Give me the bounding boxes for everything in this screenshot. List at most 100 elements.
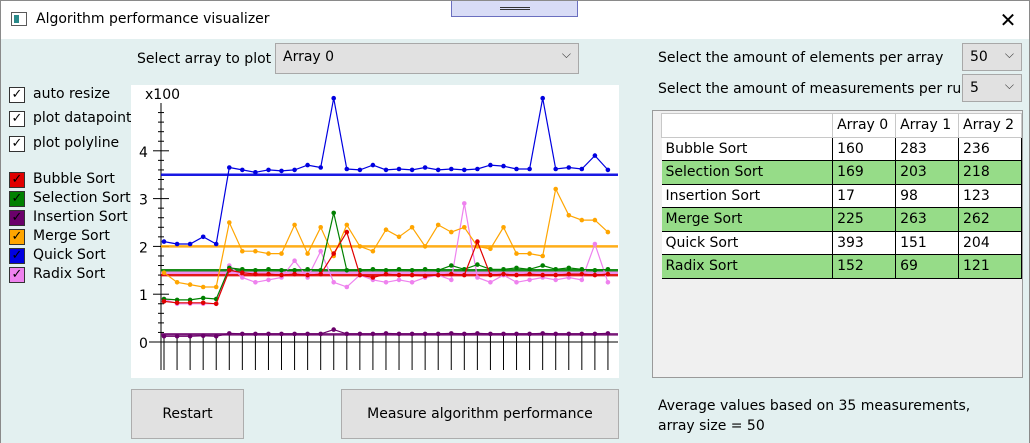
table-cell: 160 bbox=[832, 137, 897, 161]
array-select[interactable]: Array 0 ⌵ bbox=[275, 43, 579, 74]
data-point bbox=[396, 166, 402, 172]
table-row[interactable]: Bubble Sort 160 283 236 bbox=[661, 137, 1022, 161]
data-point bbox=[240, 331, 245, 337]
data-point bbox=[305, 331, 310, 337]
data-point bbox=[161, 270, 167, 275]
data-point bbox=[292, 331, 297, 337]
data-point bbox=[501, 271, 506, 277]
table-cell: 121 bbox=[958, 254, 1022, 279]
legend-label: Quick Sort bbox=[33, 247, 106, 263]
data-point bbox=[383, 227, 389, 232]
data-point bbox=[514, 265, 519, 271]
auto-resize-label: auto resize bbox=[33, 86, 111, 102]
data-point bbox=[605, 271, 611, 277]
data-point bbox=[527, 277, 532, 283]
data-point bbox=[174, 241, 180, 247]
data-point bbox=[553, 272, 558, 278]
data-point bbox=[514, 166, 519, 172]
data-point bbox=[566, 165, 572, 170]
data-point bbox=[266, 167, 271, 173]
data-point bbox=[344, 331, 350, 337]
legend-label: Radix Sort bbox=[33, 266, 106, 282]
select-array-label: Select array to plot bbox=[137, 51, 272, 67]
close-button[interactable]: ✕ bbox=[999, 8, 1017, 32]
data-point bbox=[253, 271, 258, 277]
data-point bbox=[409, 268, 415, 273]
data-point bbox=[318, 271, 323, 277]
data-point bbox=[305, 162, 310, 168]
data-point bbox=[279, 168, 284, 174]
data-point bbox=[540, 253, 545, 259]
table-cell: 152 bbox=[832, 254, 897, 279]
data-point bbox=[305, 251, 310, 256]
table-cell: Quick Sort bbox=[661, 231, 834, 255]
data-point bbox=[566, 331, 572, 337]
data-point bbox=[227, 165, 232, 170]
data-point bbox=[605, 331, 611, 336]
restart-button[interactable]: Restart bbox=[131, 389, 244, 439]
data-point bbox=[200, 333, 206, 339]
table-cell: 218 bbox=[958, 160, 1022, 185]
data-point bbox=[514, 272, 519, 278]
data-point bbox=[462, 267, 467, 272]
check-icon: ✓ bbox=[9, 191, 25, 207]
series-line bbox=[163, 203, 609, 305]
table-row[interactable]: Quick Sort 393 151 204 bbox=[661, 231, 1022, 255]
column-header[interactable]: Array 1 bbox=[895, 113, 960, 138]
data-point bbox=[200, 300, 206, 306]
data-point bbox=[161, 334, 167, 339]
data-point bbox=[187, 241, 193, 247]
table-row[interactable]: Radix Sort 152 69 121 bbox=[661, 254, 1022, 279]
data-point bbox=[488, 272, 493, 278]
measurements-select[interactable]: 5 ⌵ bbox=[962, 74, 1022, 102]
title-grip-handle[interactable] bbox=[451, 1, 578, 17]
data-point bbox=[253, 268, 258, 273]
data-point bbox=[279, 331, 284, 337]
data-point bbox=[318, 331, 323, 337]
multiplier-label: x100 bbox=[145, 87, 180, 103]
data-point bbox=[449, 331, 454, 336]
measurements-select-value: 5 bbox=[970, 80, 979, 96]
table-cell: 69 bbox=[895, 254, 960, 279]
elements-label: Select the amount of elements per array bbox=[658, 50, 944, 66]
column-header[interactable] bbox=[660, 113, 834, 138]
data-point bbox=[370, 331, 376, 337]
check-icon: ✓ bbox=[9, 248, 25, 264]
data-point bbox=[540, 95, 545, 101]
data-point bbox=[566, 271, 572, 277]
data-point bbox=[331, 280, 336, 285]
elements-select[interactable]: 50 ⌵ bbox=[962, 43, 1022, 71]
data-point bbox=[435, 222, 441, 228]
data-point bbox=[292, 268, 297, 273]
measure-performance-button[interactable]: Measure algorithm performance bbox=[341, 389, 619, 439]
data-point bbox=[514, 331, 519, 337]
results-grid[interactable]: Array 0 Array 1 Array 2 Bubble Sort 160 283 23… bbox=[652, 110, 1023, 378]
table-row[interactable]: Insertion Sort 17 98 123 bbox=[661, 184, 1022, 208]
table-cell: Radix Sort bbox=[661, 254, 834, 279]
data-point bbox=[579, 277, 585, 283]
chart-area: 0 1 2 3 4 x100 bbox=[131, 85, 619, 378]
data-point bbox=[592, 331, 598, 337]
data-point bbox=[422, 244, 428, 249]
data-point bbox=[331, 210, 336, 216]
table-cell: 393 bbox=[832, 231, 897, 255]
column-header[interactable]: Array 2 bbox=[958, 113, 1022, 138]
chevron-down-icon: ⌵ bbox=[1004, 78, 1014, 92]
table-row[interactable]: Selection Sort 169 203 218 bbox=[661, 160, 1022, 185]
data-point bbox=[383, 280, 389, 285]
data-point bbox=[331, 251, 336, 256]
data-point bbox=[435, 331, 441, 337]
data-point bbox=[200, 234, 206, 240]
data-point bbox=[501, 267, 506, 272]
data-point bbox=[540, 331, 545, 336]
table-cell: Merge Sort bbox=[661, 207, 834, 232]
data-point bbox=[357, 331, 363, 337]
table-row[interactable]: Merge Sort 225 263 262 bbox=[661, 207, 1022, 232]
data-point bbox=[253, 331, 258, 337]
data-point bbox=[579, 166, 585, 172]
data-point bbox=[383, 271, 389, 277]
data-point bbox=[462, 331, 467, 337]
column-header[interactable]: Array 0 bbox=[832, 113, 897, 138]
data-point bbox=[344, 229, 350, 235]
